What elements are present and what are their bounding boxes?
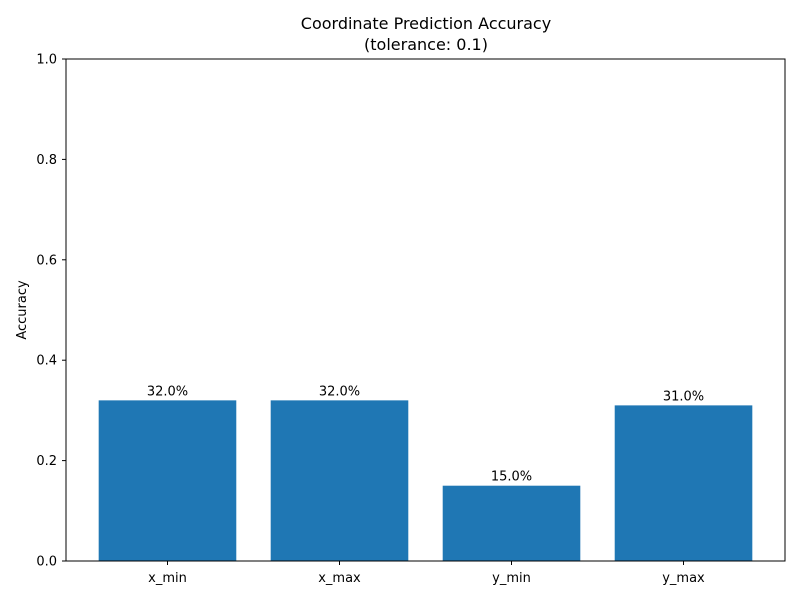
y-tick-label: 1.0 — [36, 53, 57, 68]
data-label-y-min: 15.0% — [491, 470, 532, 485]
ticks-layer: x_min x_max y_min y_max 0.0 0.2 0.4 0.6 0.8 1.0 — [36, 53, 705, 587]
x-tick-label-x-min: x_min — [148, 571, 187, 586]
data-label-y-max: 31.0% — [663, 389, 704, 404]
bar-x-max — [270, 400, 409, 561]
y-tick-label: 0.6 — [36, 253, 57, 268]
bar-y-min — [442, 485, 581, 561]
y-tick-label: 0.4 — [36, 354, 57, 369]
y-tick-label: 0.0 — [36, 555, 57, 570]
bars-layer: 32.0% 32.0% 15.0% 31.0% — [98, 384, 753, 561]
data-label-x-max: 32.0% — [319, 384, 360, 399]
x-tick-label-y-min: y_min — [492, 571, 531, 586]
x-tick-label-y-max: y_max — [662, 571, 705, 586]
chart-title: Coordinate Prediction Accuracy — [301, 14, 551, 33]
y-tick-label: 0.8 — [36, 153, 57, 168]
bar-y-max — [614, 405, 753, 561]
chart-subtitle: (tolerance: 0.1) — [364, 35, 488, 54]
bar-x-min — [98, 400, 237, 561]
y-axis-label: Accuracy — [15, 280, 30, 340]
x-tick-label-x-max: x_max — [318, 571, 361, 586]
y-tick-label: 0.2 — [36, 454, 57, 469]
plot-frame — [65, 58, 786, 562]
data-label-x-min: 32.0% — [147, 384, 188, 399]
